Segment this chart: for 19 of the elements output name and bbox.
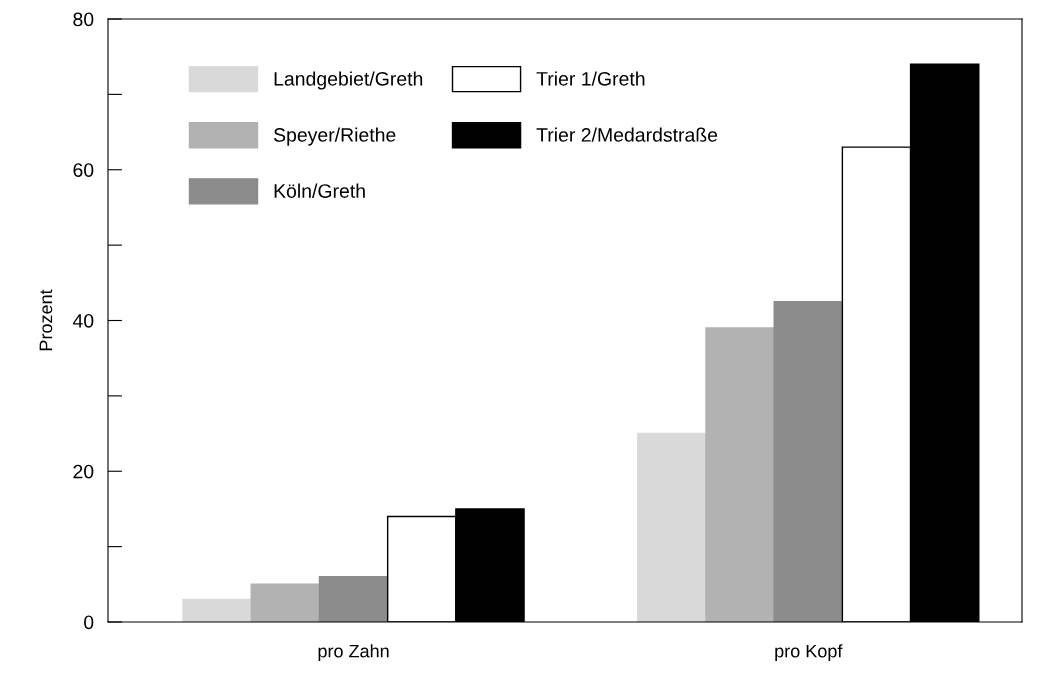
- y-tick-label: 80: [73, 12, 94, 27]
- legend-label: Speyer/Riethe: [273, 127, 396, 146]
- legend-label: Köln/Greth: [274, 183, 365, 198]
- y-axis-title: Prozent: [39, 289, 53, 351]
- bar: [705, 327, 775, 622]
- bar: [250, 583, 321, 622]
- x-tick-label: pro Zahn: [318, 644, 389, 662]
- y-tick-label: 0: [84, 615, 94, 630]
- y-tick-label: 40: [72, 313, 94, 328]
- y-tick-label: 60: [73, 163, 94, 177]
- bar: [318, 576, 389, 622]
- legend-label: Trier 1/Greth: [536, 71, 645, 86]
- bar: [182, 598, 252, 622]
- legend-label: Trier 2/Medardstraße: [536, 127, 718, 142]
- bar: [637, 432, 707, 622]
- y-tick-label: 20: [73, 464, 94, 479]
- x-tick-label: pro Kopf: [775, 644, 843, 662]
- bar: [773, 300, 844, 622]
- legend-label: Landgebiet/Greth: [274, 71, 423, 90]
